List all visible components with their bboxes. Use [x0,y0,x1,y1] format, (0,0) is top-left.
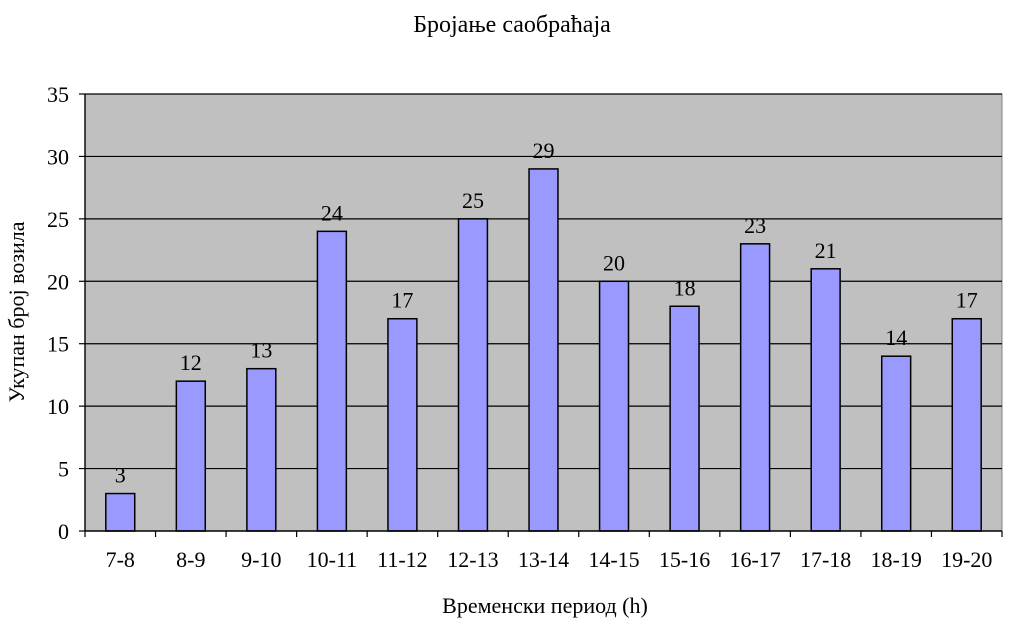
bar-11-12 [387,317,418,532]
x-tick-label: 18-19 [871,547,922,572]
x-tick-label: 13-14 [518,547,569,572]
bar-14-15 [598,280,630,532]
axes: 0 5 10 15 20 25 30 35 7-8 8-9 9-10 10-11 11-12 12-13 1… [47,82,1003,572]
data-label: 12 [180,350,202,375]
bar-8-9 [175,380,207,532]
bar-15-16 [669,305,700,532]
x-tick-label: 7-8 [106,547,135,572]
x-tick-label: 12-13 [447,547,498,572]
x-tick-label: 9-10 [241,547,281,572]
x-tick-label: 14-15 [588,547,639,572]
y-tick-label: 35 [47,82,69,107]
data-label: 29 [533,138,555,163]
data-label: 3 [115,463,126,488]
x-axis-title: Временски период (h) [442,593,648,618]
bar-9-10 [246,367,277,532]
data-label: 14 [885,325,907,350]
data-label: 18 [674,275,696,300]
x-tick-label: 11-12 [377,547,428,572]
bar-19-20 [951,317,982,532]
y-tick-label: 0 [58,519,69,544]
bar-12-13 [457,218,489,532]
data-label: 24 [321,200,343,225]
y-tick-label: 5 [58,457,69,482]
y-tick-label: 20 [47,269,69,294]
x-tick-label: 8-9 [176,547,205,572]
data-labels: 3 12 13 24 17 25 29 20 18 23 21 14 17 [115,138,978,488]
chart-title: Бројање саобраћаја [413,12,611,38]
data-label: 21 [815,238,837,263]
y-tick-label: 30 [47,144,69,169]
bar-7-8 [105,492,136,532]
x-tick-label: 16-17 [729,547,780,572]
bar-16-17 [739,243,771,532]
y-tick-label: 25 [47,207,69,232]
data-label: 20 [603,250,625,275]
x-tick-label: 15-16 [659,547,710,572]
data-label: 25 [462,188,484,213]
bars [105,168,982,532]
y-axis-title: Укупан број возила [4,221,29,402]
bar-13-14 [528,168,559,532]
data-label: 13 [250,338,272,363]
x-tick-label: 10-11 [307,547,358,572]
bar-18-19 [880,355,912,532]
bar-17-18 [810,268,841,532]
bar-10-11 [316,230,348,532]
x-tick-label: 19-20 [941,547,992,572]
y-tick-label: 15 [47,332,69,357]
data-label: 17 [391,288,413,313]
y-tick-label: 10 [47,394,69,419]
x-tick-label: 17-18 [800,547,851,572]
data-label: 23 [744,213,766,238]
data-label: 17 [956,288,978,313]
